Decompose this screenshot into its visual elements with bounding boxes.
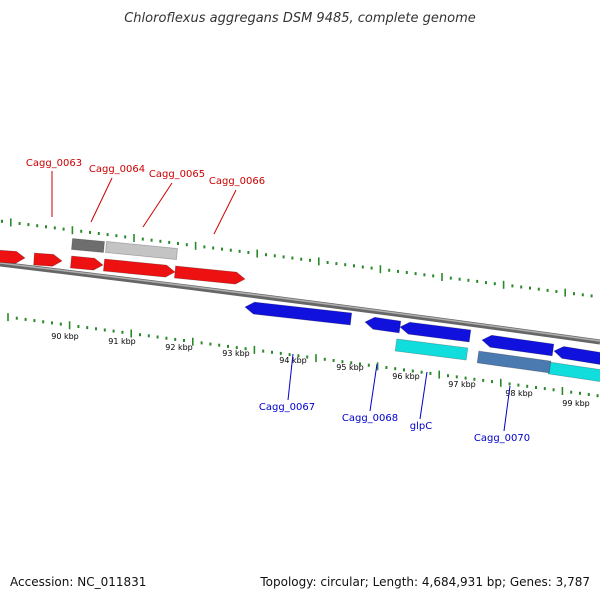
- reverse-gene-label: Cagg_0070: [474, 433, 530, 444]
- forward-gene-arrow: [33, 252, 63, 267]
- scale-label: 92 kbp: [165, 343, 193, 352]
- forward-gene-label: Cagg_0066: [209, 176, 265, 187]
- label-leader-line: [213, 189, 237, 235]
- scale-label: 90 kbp: [51, 332, 79, 341]
- genome-summary: Topology: circular; Length: 4,684,931 bp…: [259, 575, 590, 589]
- inner-tick-track: [7, 313, 599, 398]
- forward-gene-label: Cagg_0063: [26, 158, 82, 169]
- outer-tick-track: [1, 218, 593, 298]
- reverse-gene-arrow: [481, 334, 555, 357]
- label-leader-line: [287, 353, 294, 401]
- cyan-feature-bar: [547, 361, 600, 382]
- cyan-feature-bar: [394, 338, 469, 361]
- scale-label: 98 kbp: [505, 389, 533, 398]
- scale-label: 91 kbp: [108, 337, 136, 346]
- scale-label: 97 kbp: [448, 380, 476, 389]
- forward-gene-arrow: [0, 249, 26, 264]
- gene-track: [0, 238, 600, 382]
- scale-label: 99 kbp: [562, 399, 590, 408]
- reverse-gene-arrow: [244, 301, 353, 326]
- reverse-gene-arrow: [399, 321, 472, 343]
- gene-labels: Cagg_0063 Cagg_0064 Cagg_0065 Cagg_0066 Cagg…: [26, 158, 530, 444]
- steel-feature-bar: [476, 350, 552, 374]
- scale-label: 96 kbp: [392, 372, 420, 381]
- genome-title: Chloroflexus aggregans DSM 9485, complet…: [124, 11, 476, 26]
- forward-gene-arrow: [102, 258, 176, 278]
- accession-label: Accession: NC_011831: [10, 575, 146, 589]
- scale-labels: 90 kbp 91 kbp 92 kbp 93 kbp 94 kbp 95 kbp 96 k…: [51, 332, 590, 408]
- reverse-gene-label: glpC: [410, 421, 432, 432]
- grey-feature-bar: [71, 238, 105, 253]
- forward-gene-label: Cagg_0064: [89, 164, 145, 175]
- scale-label: 94 kbp: [279, 356, 307, 365]
- label-leader-line: [369, 363, 378, 412]
- scale-label: 95 kbp: [336, 363, 364, 372]
- reverse-gene-arrow: [364, 316, 402, 334]
- forward-gene-label: Cagg_0065: [149, 169, 205, 180]
- forward-gene-arrow: [173, 265, 246, 285]
- label-leader-line: [419, 371, 428, 420]
- label-leader-line: [503, 385, 511, 432]
- reverse-gene-label: Cagg_0068: [342, 413, 398, 424]
- reverse-gene-label: Cagg_0067: [259, 402, 315, 413]
- grey-feature-bar: [105, 241, 178, 260]
- forward-gene-arrow: [69, 255, 104, 271]
- label-leader-line: [90, 177, 113, 223]
- scale-label: 93 kbp: [222, 349, 250, 358]
- label-leader-line: [142, 182, 173, 228]
- reverse-gene-arrow: [553, 346, 600, 365]
- genome-backbone: [0, 261, 600, 345]
